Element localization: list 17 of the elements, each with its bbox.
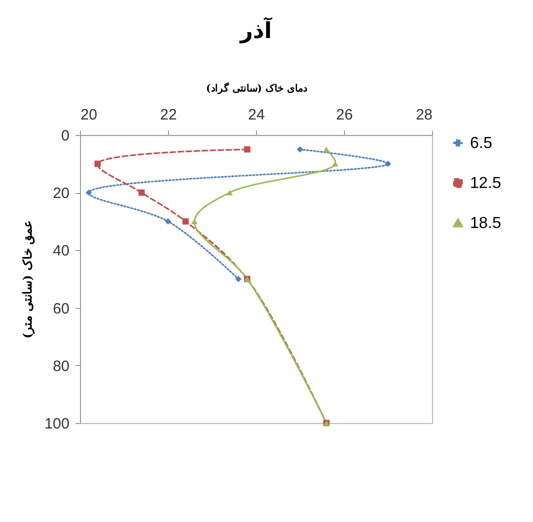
- y-tick-label: 0: [61, 128, 70, 144]
- y-tick-label: 20: [52, 185, 70, 202]
- y-axis-title: عمق خاک (سانتی متر): [20, 220, 36, 338]
- x-tick-label: 22: [160, 106, 177, 124]
- x-axis-title: دمای خاک (سانتی گراد): [206, 82, 308, 94]
- legend-label: 6.5: [470, 135, 492, 152]
- x-tick-label: 28: [416, 106, 432, 124]
- y-tick-label: 100: [44, 416, 70, 432]
- chart-title: آذر: [239, 17, 272, 44]
- y-tick-label: 40: [52, 242, 70, 260]
- x-tick-label: 20: [80, 106, 98, 124]
- x-tick-label: 26: [336, 106, 353, 124]
- y-tick-label: 60: [52, 300, 70, 318]
- y-tick-label: 80: [52, 358, 70, 375]
- legend-label: 12.5: [470, 175, 502, 192]
- legend-label: 18.5: [470, 215, 502, 232]
- x-tick-label: 24: [248, 106, 265, 124]
